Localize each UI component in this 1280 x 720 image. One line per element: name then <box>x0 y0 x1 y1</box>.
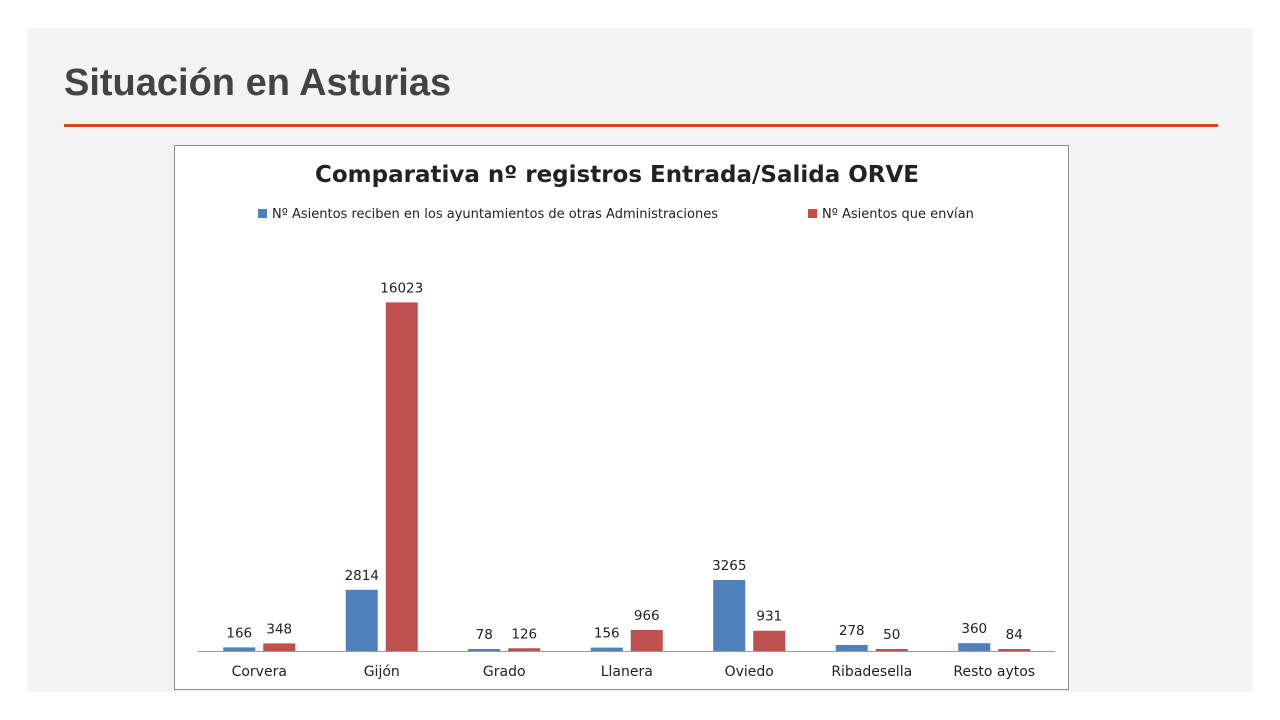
x-tick-label: Ribadesella <box>831 664 912 680</box>
bar <box>468 649 501 651</box>
legend-swatch <box>258 209 267 218</box>
bar <box>998 649 1031 651</box>
x-tick-label: Resto aytos <box>953 664 1035 680</box>
data-label: 2814 <box>345 568 379 584</box>
title-underline <box>64 124 1218 127</box>
bar <box>753 630 786 651</box>
data-label: 348 <box>266 621 292 637</box>
chart-title: Comparativa nº registros Entrada/Salida … <box>315 162 919 188</box>
bar <box>958 643 991 651</box>
legend-label: Nº Asientos reciben en los ayuntamientos… <box>272 207 718 222</box>
chart-legend: Nº Asientos reciben en los ayuntamientos… <box>258 207 974 222</box>
data-label: 278 <box>839 623 865 639</box>
x-tick-label: Gijón <box>364 664 400 680</box>
data-label: 966 <box>634 608 660 624</box>
bar <box>875 649 908 651</box>
bar <box>508 648 541 651</box>
bar <box>223 647 256 651</box>
data-label: 78 <box>476 627 493 643</box>
bar <box>630 629 663 651</box>
x-tick-label: Grado <box>483 664 526 680</box>
bar-chart: Comparativa nº registros Entrada/Salida … <box>198 162 1055 680</box>
bar <box>835 644 868 651</box>
bar <box>385 302 418 651</box>
slide: Situación en Asturias Comparativa nº reg… <box>27 28 1253 692</box>
data-label: 931 <box>756 609 782 625</box>
x-tick-label: Llanera <box>601 664 653 680</box>
data-label: 360 <box>961 621 987 637</box>
plot-area: 166 348 Corvera 2814 16023 Gijón 78 126 Grado 156… <box>198 280 1055 680</box>
data-label: 126 <box>511 626 537 642</box>
x-tick-label: Oviedo <box>725 664 774 680</box>
x-tick-label: Corvera <box>232 664 287 680</box>
data-label: 16023 <box>380 280 423 296</box>
bar <box>345 589 378 651</box>
data-label: 166 <box>226 625 252 641</box>
chart-frame: Comparativa nº registros Entrada/Salida … <box>174 145 1069 690</box>
bar <box>713 579 746 651</box>
data-label: 50 <box>883 627 900 643</box>
data-label: 3265 <box>712 558 746 574</box>
bar <box>590 647 623 651</box>
bar <box>263 643 296 651</box>
legend-swatch <box>808 209 817 218</box>
legend-label: Nº Asientos que envían <box>822 207 974 222</box>
slide-title: Situación en Asturias <box>64 62 452 104</box>
data-label: 156 <box>594 626 620 642</box>
data-label: 84 <box>1006 627 1023 643</box>
